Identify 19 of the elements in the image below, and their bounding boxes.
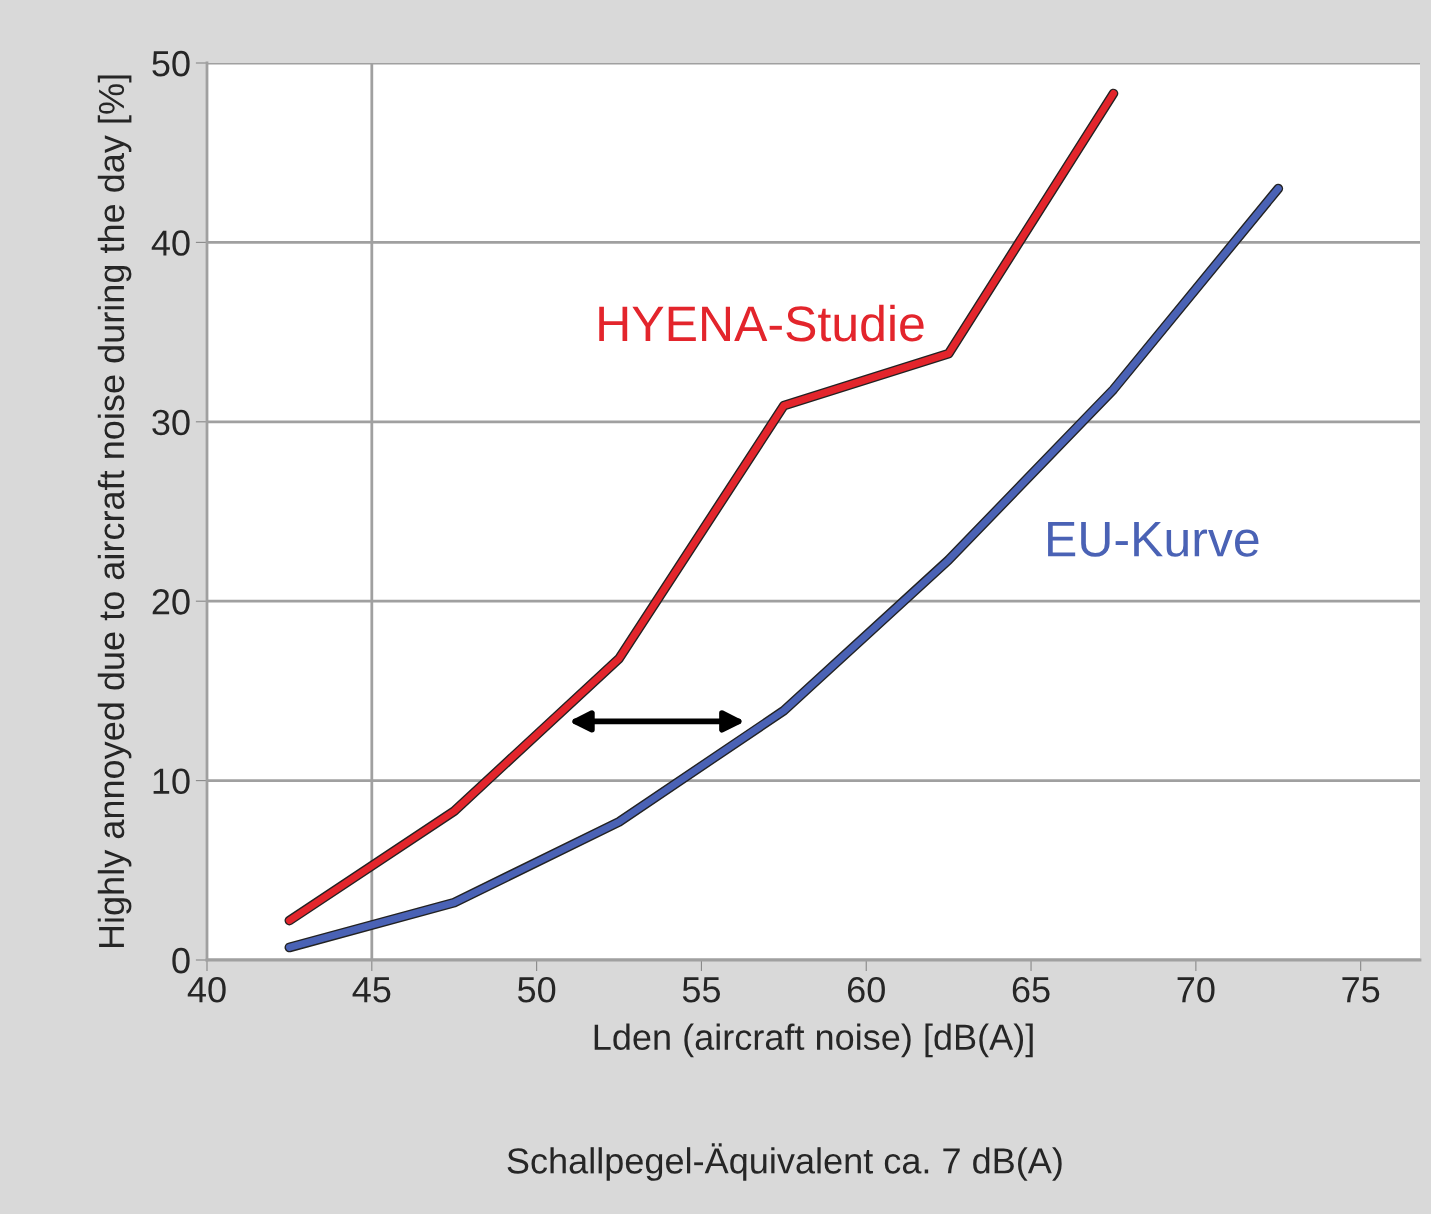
- x-tick-label: 70: [1177, 976, 1215, 1003]
- y-tick-label: 40: [151, 230, 190, 256]
- x-axis-title: Lden (aircraft noise) [dB(A)]: [594, 1023, 1033, 1058]
- series-label: HYENA-Studie: [599, 304, 924, 342]
- x-tick-label: 60: [847, 976, 885, 1003]
- y-tick-label: 0: [172, 947, 190, 974]
- series-label: EU-Kurve: [1048, 521, 1259, 557]
- x-tick-label: 55: [682, 977, 720, 1003]
- y-axis-title: Highly annoyed due to aircraft noise during the day [%]: [97, 75, 132, 948]
- y-tick-label: 20: [152, 589, 190, 615]
- x-tick-label: 50: [517, 976, 556, 1003]
- text: Schallpegel-Äquivalent ca. 7 dB(A): [507, 1143, 1062, 1181]
- y-tick-label: 10: [153, 768, 190, 795]
- x-tick-label: 40: [187, 976, 226, 1003]
- x-tick-label: 75: [1342, 977, 1380, 1003]
- y-tick-label: 30: [152, 409, 190, 436]
- x-tick-label: 65: [1012, 976, 1050, 1003]
- x-tick-label: 45: [352, 977, 391, 1003]
- y-tick-label: 50: [152, 50, 190, 77]
